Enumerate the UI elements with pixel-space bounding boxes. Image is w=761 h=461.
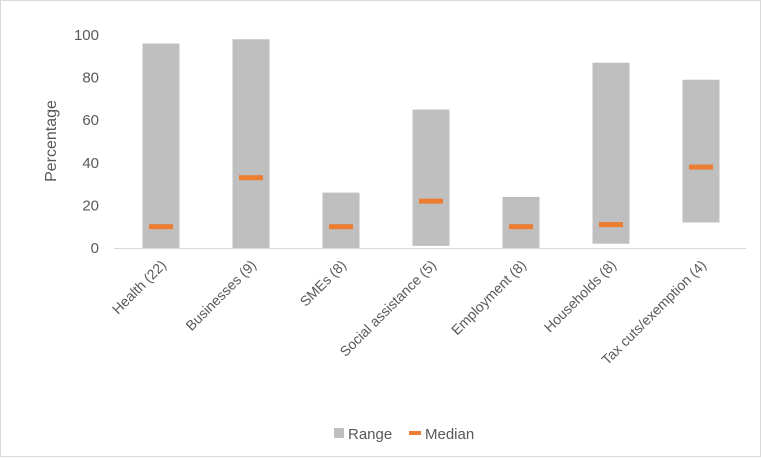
range-bar [592, 62, 630, 244]
category-label: Tax cuts/exemption (4) [598, 257, 709, 368]
median-marker [599, 222, 623, 228]
y-axis-ticks: 0 20 40 60 80 100 [74, 27, 99, 257]
median-marker [689, 164, 713, 170]
median-markers [149, 164, 713, 230]
median-marker [329, 224, 353, 230]
y-axis-label: Percentage [43, 100, 60, 182]
median-marker [419, 198, 443, 204]
y-tick-label: 40 [82, 155, 99, 172]
category-label: Health (22) [109, 257, 169, 317]
median-marker [509, 224, 533, 230]
legend-label-range: Range [348, 426, 392, 443]
category-label: Employment (8) [448, 257, 529, 338]
range-bar [502, 196, 540, 248]
median-marker [239, 175, 263, 181]
legend-swatch-median [409, 431, 421, 435]
category-label: Social assistance (5) [336, 257, 439, 360]
y-tick-label: 60 [82, 112, 99, 129]
y-tick-label: 100 [74, 27, 99, 44]
range-bar [322, 192, 360, 248]
range-bar [232, 39, 270, 249]
y-tick-label: 20 [82, 197, 99, 214]
range-bar [682, 79, 720, 223]
category-label: Households (8) [541, 257, 619, 335]
legend: Range Median [334, 426, 474, 443]
category-label: SMEs (8) [297, 257, 350, 310]
y-tick-label: 80 [82, 70, 99, 87]
legend-swatch-range [334, 428, 344, 438]
range-bar [412, 109, 450, 246]
category-labels: Health (22) Businesses (9) SMEs (8)Social … [109, 257, 709, 368]
legend-label-median: Median [425, 426, 474, 443]
y-tick-label: 0 [91, 240, 99, 257]
range-bar [142, 43, 180, 248]
range-bars [142, 39, 720, 249]
category-label: Businesses (9) [182, 257, 259, 334]
median-marker [149, 224, 173, 230]
